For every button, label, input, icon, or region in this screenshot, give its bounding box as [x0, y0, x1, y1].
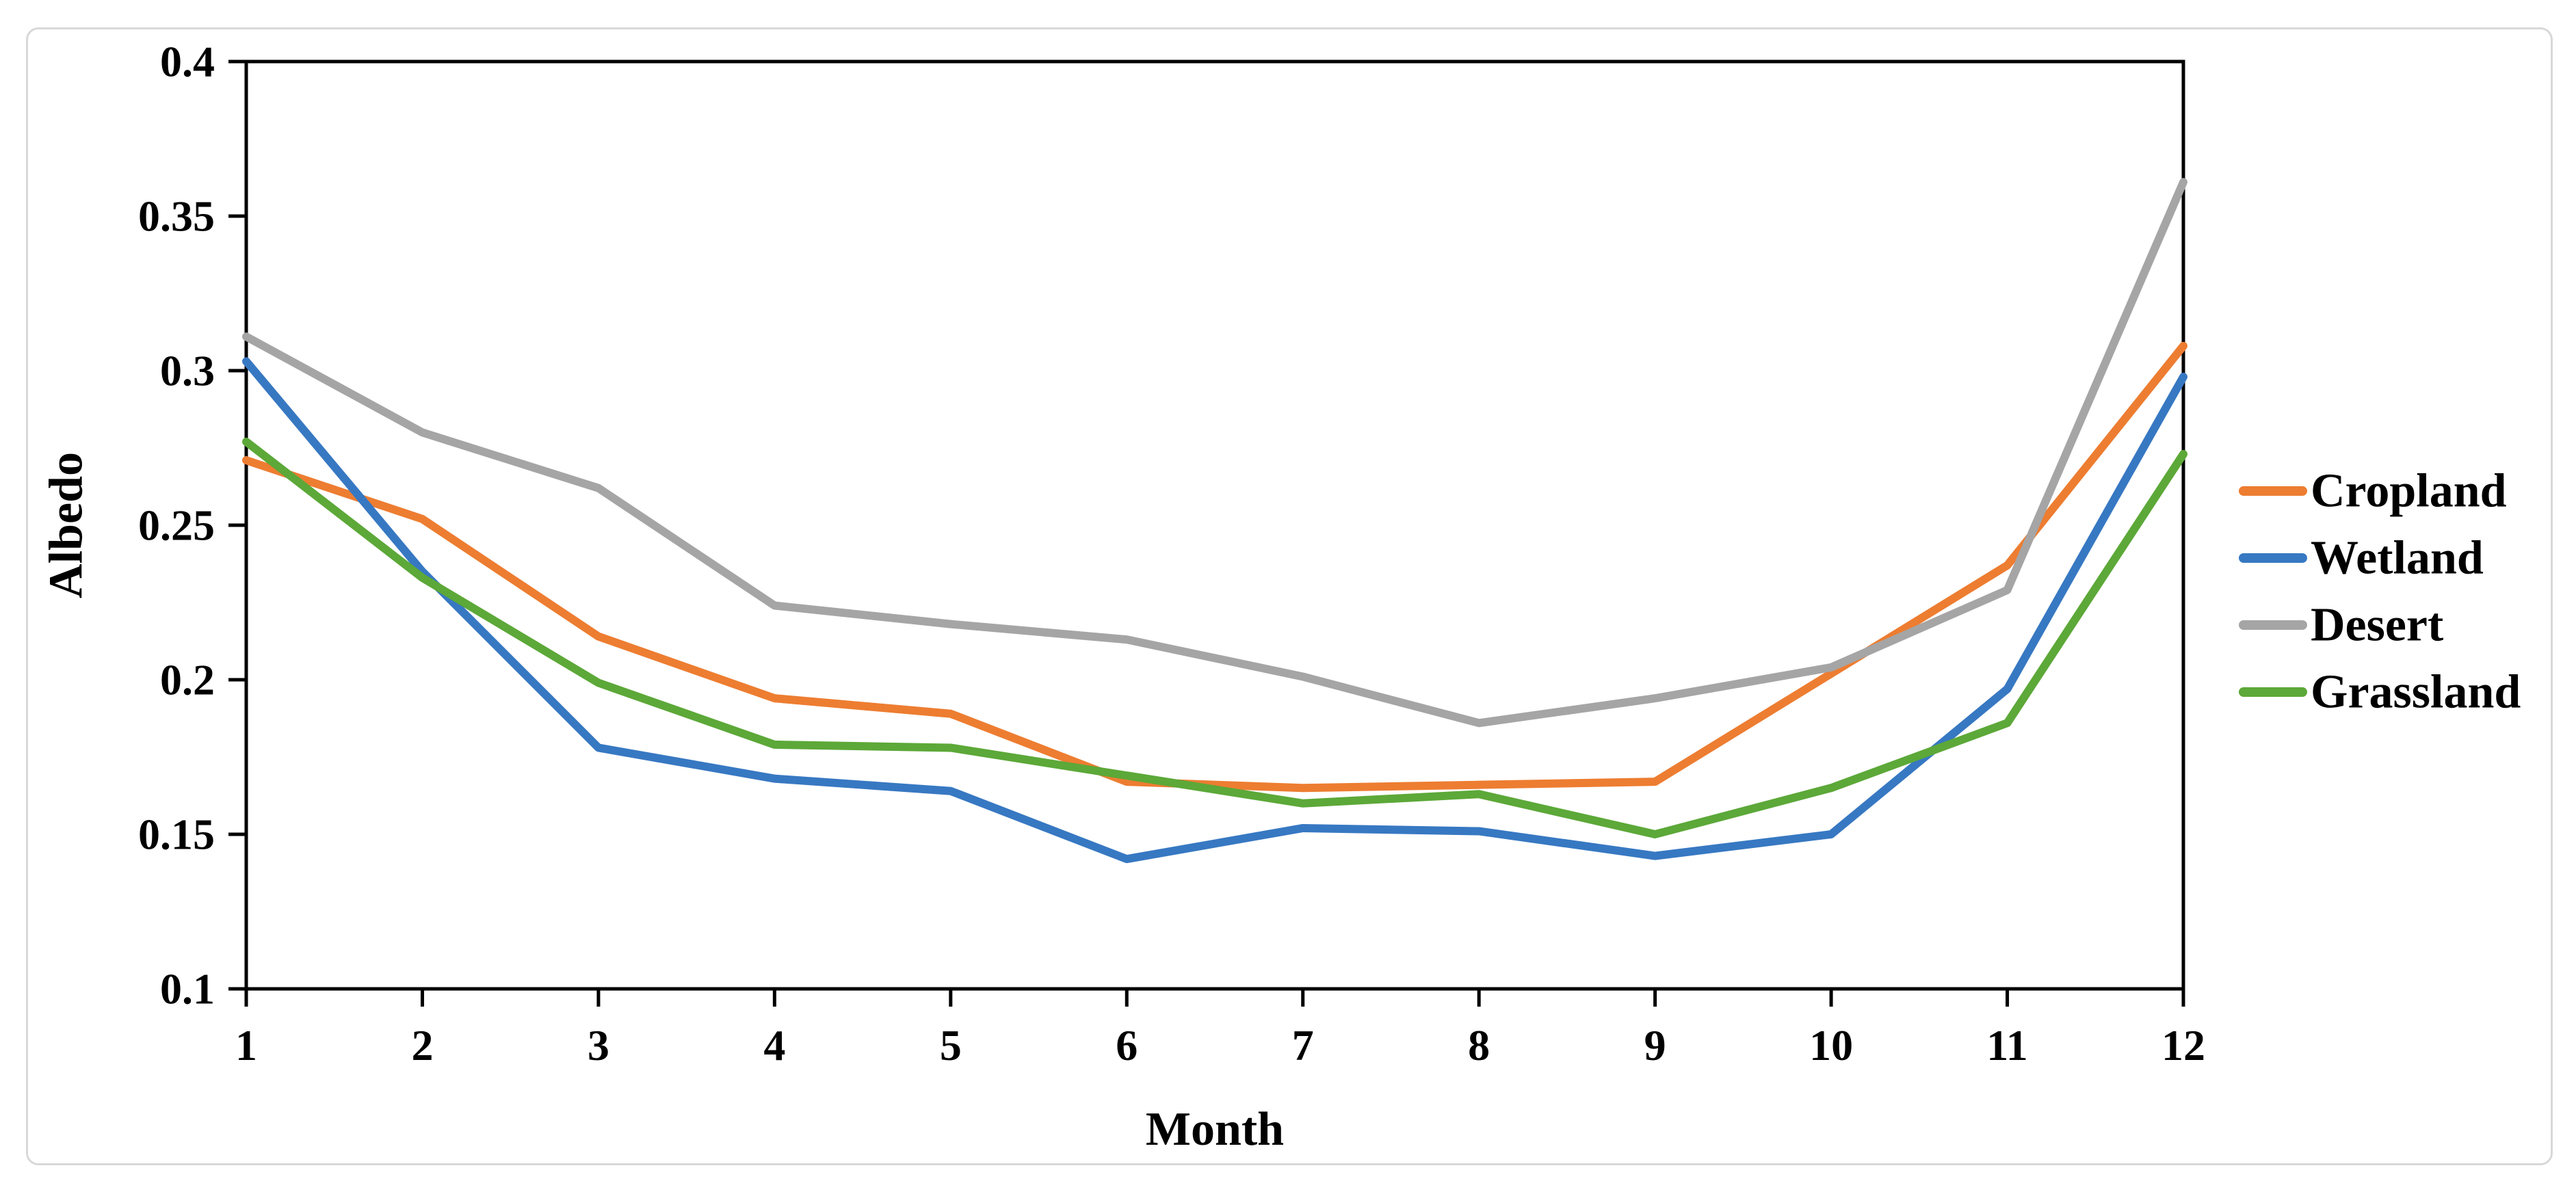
y-axis-tick-label: 0.35 — [138, 192, 215, 241]
x-axis-tick-label: 1 — [235, 1021, 257, 1070]
y-axis-title: Albedo — [40, 452, 93, 598]
y-axis-tick-label: 0.25 — [138, 501, 215, 550]
x-axis-tick-label: 5 — [940, 1021, 962, 1070]
series-line-wetland — [242, 357, 2187, 864]
x-axis-tick-label: 9 — [1644, 1021, 1666, 1070]
legend-label-wetland: Wetland — [2311, 532, 2484, 585]
y-axis-tick-label: 0.3 — [160, 347, 215, 395]
x-axis-tick-label: 11 — [1986, 1021, 2027, 1070]
x-axis-tick-label: 8 — [1468, 1021, 1490, 1070]
plot-frame — [244, 59, 2185, 991]
legend-label-desert: Desert — [2311, 599, 2443, 652]
series-line-desert — [242, 178, 2187, 728]
x-axis-tick-label: 3 — [588, 1021, 609, 1070]
x-axis-tick-label: 6 — [1116, 1021, 1138, 1070]
y-axis-tick-label: 0.1 — [160, 965, 215, 1013]
y-axis-tick-label: 0.15 — [138, 810, 215, 859]
x-axis-tick-label: 12 — [2161, 1021, 2205, 1070]
y-axis-tick-label: 0.4 — [160, 38, 215, 86]
series-line-grassland — [242, 437, 2187, 838]
x-axis-tick-label: 7 — [1292, 1021, 1314, 1070]
series-line-cropland — [242, 341, 2187, 793]
y-axis-tick-label: 0.2 — [160, 656, 215, 704]
x-axis-tick-label: 10 — [1809, 1021, 1853, 1070]
legend-label-grassland: Grassland — [2311, 666, 2521, 719]
x-axis-tick-label: 2 — [411, 1021, 433, 1070]
x-axis-title: Month — [1146, 1103, 1284, 1156]
legend-label-cropland: Cropland — [2311, 465, 2507, 518]
x-axis-tick-label: 4 — [763, 1021, 785, 1070]
